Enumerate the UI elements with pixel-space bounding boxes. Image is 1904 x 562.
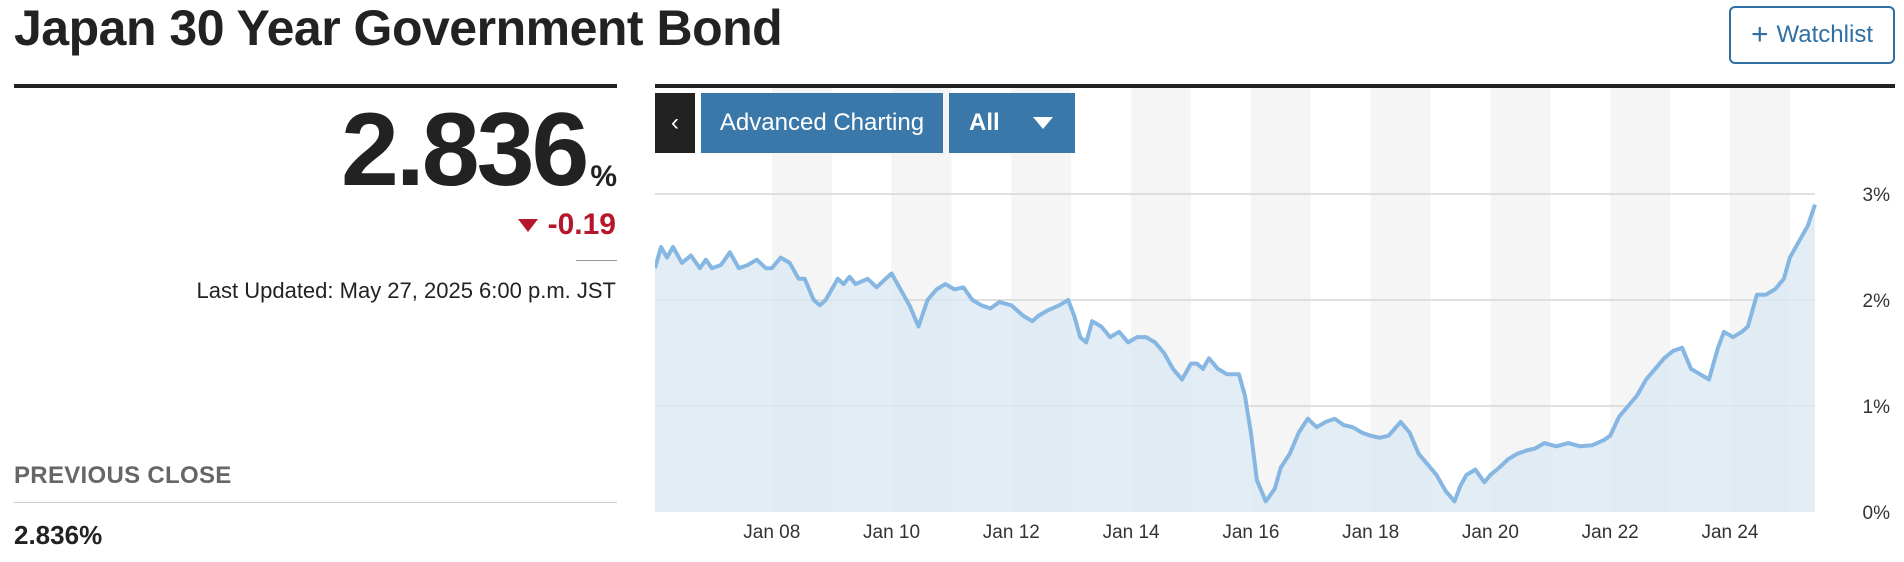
- x-tick-label: Jan 12: [983, 522, 1040, 543]
- caret-down-icon: [1033, 117, 1053, 129]
- quote-change: -0.19: [517, 208, 616, 242]
- range-select[interactable]: All: [949, 93, 1075, 153]
- chart-back-button[interactable]: ‹: [655, 93, 695, 153]
- quote-number: 2.836: [341, 92, 589, 208]
- previous-close-value: 2.836%: [14, 520, 103, 550]
- previous-close-divider: [14, 502, 617, 503]
- watchlist-label: Watchlist: [1776, 21, 1873, 48]
- plus-icon: +: [1751, 18, 1769, 51]
- y-tick-label: 2%: [1863, 291, 1891, 312]
- last-updated: Last Updated: May 27, 2025 6:00 p.m. JST: [196, 278, 616, 303]
- series-area: [655, 204, 1815, 512]
- x-tick-label: Jan 24: [1701, 522, 1758, 543]
- change-divider: [576, 260, 617, 261]
- y-tick-label: 3%: [1863, 185, 1891, 206]
- advanced-charting-button[interactable]: Advanced Charting: [701, 93, 943, 153]
- x-tick-label: Jan 22: [1582, 522, 1639, 543]
- page-title: Japan 30 Year Government Bond: [14, 0, 783, 56]
- range-select-value: All: [969, 109, 1000, 136]
- previous-close-label: PREVIOUS CLOSE: [14, 462, 232, 489]
- x-tick-label: Jan 14: [1103, 522, 1160, 543]
- quote-value: 2.836 %: [341, 92, 617, 208]
- yield-chart[interactable]: Jan 08 Jan 10 Jan 12 Jan 14 Jan 16 Jan 18 Jan …: [655, 88, 1895, 562]
- x-axis: Jan 08 Jan 10 Jan 12 Jan 14 Jan 16 Jan 18 Jan …: [743, 522, 1759, 543]
- chart-divider: [655, 84, 1895, 88]
- x-tick-label: Jan 16: [1222, 522, 1279, 543]
- quote-unit: %: [590, 160, 617, 193]
- x-tick-label: Jan 20: [1462, 522, 1519, 543]
- triangle-down-icon: [517, 218, 538, 232]
- x-tick-label: Jan 10: [863, 522, 920, 543]
- quote-divider: [14, 84, 617, 88]
- series-line: [655, 203, 1817, 504]
- watchlist-button[interactable]: + Watchlist: [1729, 6, 1895, 64]
- change-value: -0.19: [547, 208, 616, 241]
- x-tick-label: Jan 18: [1342, 522, 1399, 543]
- y-tick-label: 0%: [1863, 503, 1891, 524]
- y-axis: 0% 1% 2% 3%: [1863, 185, 1891, 524]
- x-tick-label: Jan 08: [743, 522, 800, 543]
- y-tick-label: 1%: [1863, 397, 1891, 418]
